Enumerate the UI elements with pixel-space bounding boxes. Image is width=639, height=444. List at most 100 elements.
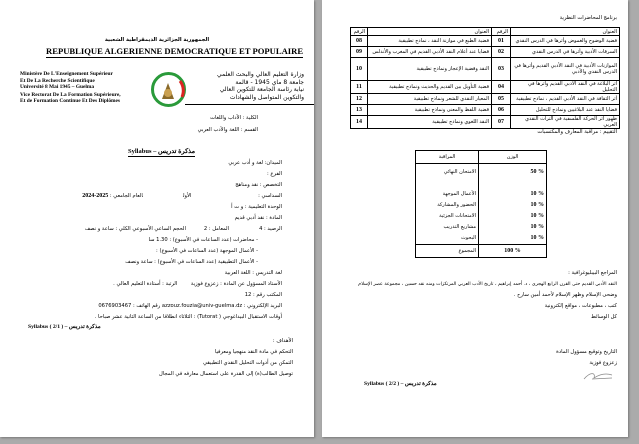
university-logo: [151, 72, 186, 107]
header-arabic: الجمهورية الجزائرية الديمقراطية الشعبية: [104, 37, 210, 43]
semester-label: السداسي :: [258, 193, 282, 199]
lecture-topic: أثر الثقافة في النقد الأدبي القديم ، نما…: [510, 93, 620, 105]
table-row: 09 قضايا عند أعلام النقد الأدبي القديم في…: [350, 46, 620, 58]
eval-item: مشاريع التدريب: [443, 224, 476, 230]
eval-item: الأعمال الموجهة: [442, 191, 476, 197]
contact-line: البريد الإلكتروني : azzouz.fouzia@univ-g…: [98, 303, 282, 309]
lecture-number: 01: [491, 35, 511, 47]
references: المراجع البيبليوغرافية : النقد الأدبي ال…: [322, 268, 617, 323]
header-divider: [185, 104, 314, 105]
signatory-name: زعزوع فوزية: [589, 360, 617, 366]
eval-weight: 10 %: [530, 224, 545, 230]
lecture-number: 12: [350, 93, 368, 105]
header-item: المراقبة: [415, 150, 479, 164]
field-line: - محاضرات (عدد الساعات في الأسبوع) : 1.3…: [148, 237, 258, 243]
lecture-topic: قضية اللفظ والمعنى ونماذج تطبيقية: [367, 104, 492, 116]
page-footer: مذكرة تدريس – Syllabus ( 2/1 ): [28, 324, 101, 330]
page-footer: مذكرة تدريس – Syllabus ( 2/2 ): [364, 381, 437, 387]
lecture-number: 06: [491, 104, 511, 116]
lecture-topic: قضايا عند أعلام النقد الأدبي القديم في ا…: [367, 46, 492, 58]
lecture-number: 02: [491, 46, 511, 58]
header-weight: الوزن: [478, 150, 547, 164]
lecture-topic: النقد اللغوي ونماذج تطبيقية: [367, 115, 492, 129]
header-num: الرقم: [350, 27, 368, 36]
reference-item: كل الوسائط: [590, 314, 617, 320]
year-label: العام الجامعي :: [109, 193, 143, 199]
field-line: المكتب رقم : 12: [244, 292, 282, 298]
header-topic: العنوان: [510, 27, 620, 36]
lecture-number: 05: [491, 93, 511, 105]
fr-line: Et De La Recherche Scientifique: [20, 77, 95, 84]
objective-item: توصيل الطالب(ة) إلى القدرة على استعمال م…: [159, 371, 293, 377]
eval-item: الحضور والمشاركة: [437, 202, 476, 208]
arabic-ministry-block: وزارة التعليم العالي والبحث العلمي جامعة…: [217, 71, 304, 101]
lecture-topic: قضية الوضوح والغموض وأثرها في الدرس النق…: [510, 35, 620, 47]
semester-line: السداسي : الأول العام الجامعي : 2025-2024: [22, 191, 282, 202]
year-value: 2025-2024: [82, 193, 109, 199]
objectives: الأهداف : التحكم في مادة النقد منهجيا وم…: [43, 336, 293, 380]
eval-items: الامتحان النهائي الأعمال الموجهة الحضور وا…: [415, 163, 479, 245]
fr-line: Ministère De L'Enseignement Supérieur: [20, 71, 113, 77]
eval-weight: 10 %: [530, 213, 545, 219]
faculty: الكلية : الآداب واللغات: [210, 115, 258, 121]
lecture-topic: السرقات الأدبية وأثرها في الدرس النقدي: [510, 46, 620, 58]
lecture-topic: أثر البلاغة في النقد الأدبي القديم وأثره…: [510, 80, 620, 94]
program-title: برنامج المحاضرات النظرية: [559, 15, 617, 21]
syllabus-title: مذكرة تدريس – Syllabus: [128, 148, 196, 157]
lecture-topic: النقد وقضية الإعجاز ونماذج تطبيقية: [367, 57, 492, 81]
eval-weight: 50 %: [530, 169, 545, 175]
semester-value: الأول: [182, 193, 192, 199]
field-line: الفرع :: [266, 171, 282, 177]
table-header-row: الرقم العنوان الرقم العنوان: [350, 27, 620, 36]
objective-item: التمكن من أدوات التحليل النقدي التطبيقي: [202, 360, 293, 366]
total-value: 100 %: [478, 244, 547, 258]
ar-line: وزارة التعليم العالي والبحث العلمي: [217, 71, 304, 78]
credit: الرصيد : 4: [259, 226, 282, 232]
field-line: الوحدة التعليمية : و ت أ: [231, 204, 282, 210]
header-topic: العنوان: [367, 27, 492, 36]
eval-item: البحوث: [461, 235, 476, 241]
reference-item: النقد الأدبي القديم حتى القرن الرابع اله…: [358, 282, 617, 287]
field-line: - الأعمال الموجهة (عدد الساعات في الأسبو…: [156, 248, 258, 254]
lecture-number: 03: [491, 57, 511, 81]
lecture-number: 04: [491, 80, 511, 94]
objectives-title: الأهداف :: [272, 338, 293, 344]
fr-line: Université 8 Mai 1945 – Guelma: [20, 84, 95, 91]
lecture-topic: ظهور أثر الحركة الفلسفية في التراث النقد…: [510, 115, 620, 129]
field-line: - الأعمال التطبيقية (عدد الساعات في الأس…: [125, 259, 258, 265]
signature: [583, 373, 613, 380]
reference-item: كتب ، مطبوعات ، مواقع إلكترونية: [544, 303, 617, 309]
total-label: المجموع: [415, 244, 479, 258]
lectures-table: الرقم العنوان الرقم العنوان 08 قضية الطبع…: [350, 27, 620, 129]
field-line: التخصص : نقد ومناهج: [235, 182, 282, 188]
fr-line: Et de Formation Continue Et Des Diplômes: [20, 98, 121, 105]
lecture-topic: قضية التأويل بين القديم والحديث ونماذج ت…: [367, 80, 492, 94]
lecture-number: 13: [350, 104, 368, 116]
eval-weights: 50 % 10 % 10 % 10 % 10 % 10 %: [478, 163, 547, 245]
eval-weight: 10 %: [530, 191, 545, 197]
ar-line: نيابة رئاسة الجامعة للتكوين العالي: [219, 86, 304, 93]
field-line: الميدان: لغة و أدب عربي: [228, 160, 282, 166]
references-title: المراجع البيبليوغرافية :: [568, 270, 617, 276]
eval-weight: 10 %: [530, 202, 545, 208]
tutorat-line: أوقات الاستقبال البيداغوجي ( Tutorat) : …: [94, 314, 282, 320]
table-row: 14 النقد اللغوي ونماذج تطبيقية 07 ظهور أثر …: [350, 115, 620, 129]
lecture-number: 14: [350, 115, 368, 129]
teacher: الأستاذ المسؤول عن المادة : زعزوع فوزية: [190, 281, 282, 287]
reference-item: وضحى الإسلام وظهر الإسلام لأحمد أمين سار…: [513, 292, 617, 298]
rank: الرتبة : أستاذة التعليم العالي .: [113, 281, 178, 287]
lecture-topic: قضية الطبع في موازنة النقد ، نماذج تطبيق…: [367, 35, 492, 47]
course-info: الميدان: لغة و أدب عربي الفرع : التخصص :…: [22, 158, 282, 323]
lecture-topic: الموازنات الأدبية في النقد الأدبي القديم…: [510, 57, 620, 81]
table-row: 10 النقد وقضية الإعجاز ونماذج تطبيقية 03 ال…: [350, 57, 620, 81]
lecture-number: 11: [350, 80, 368, 94]
eval-item: الامتحان النهائي: [443, 169, 476, 175]
coefficient: المعامل : 2: [203, 226, 230, 232]
weekly-hours: الحجم الساعي الأسبوعي الكلي : ساعة و نصف: [84, 226, 186, 232]
table-row: 11 قضية التأويل بين القديم والحديث ونماذج…: [350, 80, 620, 94]
eval-weight: 10 %: [530, 235, 545, 241]
fr-line: Vice Rectorat De La Formation Supérieure…: [20, 91, 121, 98]
header-french: REPUBLIQUE ALGERIENNE DEMOCRATIQUE ET PO…: [46, 46, 304, 58]
page-2: برنامج المحاضرات النظرية الرقم العنوان ا…: [322, 0, 628, 437]
lecture-number: 08: [350, 35, 368, 47]
